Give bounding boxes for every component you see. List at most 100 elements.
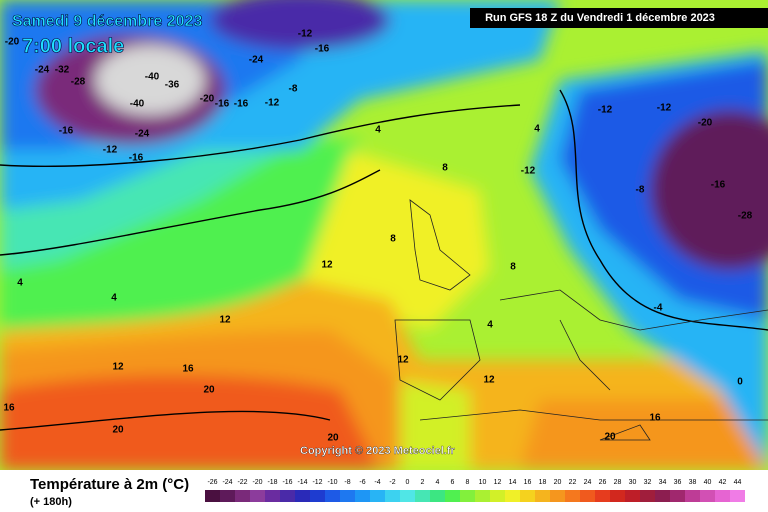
scale-label: -26 [207,479,217,486]
scale-label: -6 [359,479,365,486]
scale-swatch [205,490,220,502]
scale-swatch [505,490,520,502]
contour-label: -12 [521,166,536,177]
contour-label: 16 [182,364,194,375]
forecast-date: Samedi 9 décembre 2023 [12,13,202,30]
contour-label: -16 [711,180,726,191]
scale-swatch [445,490,460,502]
scale-swatch [310,490,325,502]
scale-label: 32 [644,479,652,486]
scale-label: -18 [267,479,277,486]
copyright: Copyright © 2023 Meteociel.fr [300,445,456,457]
footer-subtitle: (+ 180h) [30,496,72,508]
contour-label: -12 [657,103,672,114]
contour-label: 4 [17,278,23,289]
scale-swatch [655,490,670,502]
scale-label: 28 [614,479,622,486]
scale-label: -12 [312,479,322,486]
scale-label: -22 [237,479,247,486]
contour-label: 4 [534,124,540,135]
scale-swatch [475,490,490,502]
scale-swatch [370,490,385,502]
contour-label: -20 [5,37,20,48]
contour-label: -16 [129,153,144,164]
scale-label: 10 [479,479,487,486]
scale-label: -24 [222,479,232,486]
contour-label: 12 [483,375,495,386]
scale-swatch [415,490,430,502]
scale-swatch [490,490,505,502]
coastlines [394,199,768,441]
scale-swatch [220,490,235,502]
scale-label: 0 [406,479,410,486]
contour-label: 8 [390,234,396,245]
contour-label: 20 [112,425,124,436]
scale-swatch [625,490,640,502]
contour-lines [0,89,768,431]
contour-label: -12 [298,29,313,40]
contour-label: -28 [738,211,753,222]
contour-label: -12 [265,98,280,109]
scale-label: 12 [494,479,502,486]
scale-swatch [685,490,700,502]
scale-swatch [580,490,595,502]
scale-label: 18 [539,479,547,486]
scale-label: -20 [252,479,262,486]
contour-label: 20 [203,385,215,396]
contour-label: -16 [315,44,330,55]
contour-label: 16 [3,403,15,414]
scale-swatch [700,490,715,502]
scale-swatch [325,490,340,502]
scale-swatch [400,490,415,502]
run-info: Run GFS 18 Z du Vendredi 1 décembre 2023 [485,12,715,24]
scale-label: -10 [327,479,337,486]
scale-swatch [595,490,610,502]
contour-label: -40 [130,99,145,110]
contour-label: -12 [598,105,613,116]
contour-label: -36 [165,80,180,91]
scale-label: 26 [599,479,607,486]
scale-swatch [565,490,580,502]
scale-label: 36 [674,479,682,486]
scale-swatch [355,490,370,502]
scale-swatch [385,490,400,502]
contour-label: 4 [375,125,381,136]
scale-label: 6 [451,479,455,486]
scale-label: 4 [436,479,440,486]
contour-label: -4 [654,303,663,314]
contour-label: -40 [145,72,160,83]
scale-label: 16 [524,479,532,486]
scale-swatch [430,490,445,502]
scale-label: 22 [569,479,577,486]
scale-label: 30 [629,479,637,486]
contour-label: 4 [111,293,117,304]
contour-label: -24 [135,129,150,140]
scale-swatch [715,490,730,502]
scale-label: 8 [466,479,470,486]
contour-label: -28 [71,77,86,88]
scale-swatch [670,490,685,502]
scale-swatch [265,490,280,502]
footer-title: Température à 2m (°C) [30,476,189,493]
scale-label: 40 [704,479,712,486]
contour-label: -8 [289,84,298,95]
scale-label: -14 [297,479,307,486]
contour-label: -16 [234,99,249,110]
contour-label: 12 [397,355,409,366]
scale-swatch [280,490,295,502]
scale-swatch [235,490,250,502]
contour-label: -12 [103,145,118,156]
contour-label: -20 [200,94,215,105]
scale-label: -8 [344,479,350,486]
scale-label: 34 [659,479,667,486]
contour-labels: -20-12-16-24-32-24-28 -40-36-20 -16 -16 -12-… [3,29,752,444]
run-banner [470,8,768,28]
scale-label: 14 [509,479,517,486]
scale-swatch [295,490,310,502]
contour-label: 20 [604,432,616,443]
contour-label: 4 [487,320,493,331]
scale-swatch [250,490,265,502]
contour-label: 12 [112,362,124,373]
